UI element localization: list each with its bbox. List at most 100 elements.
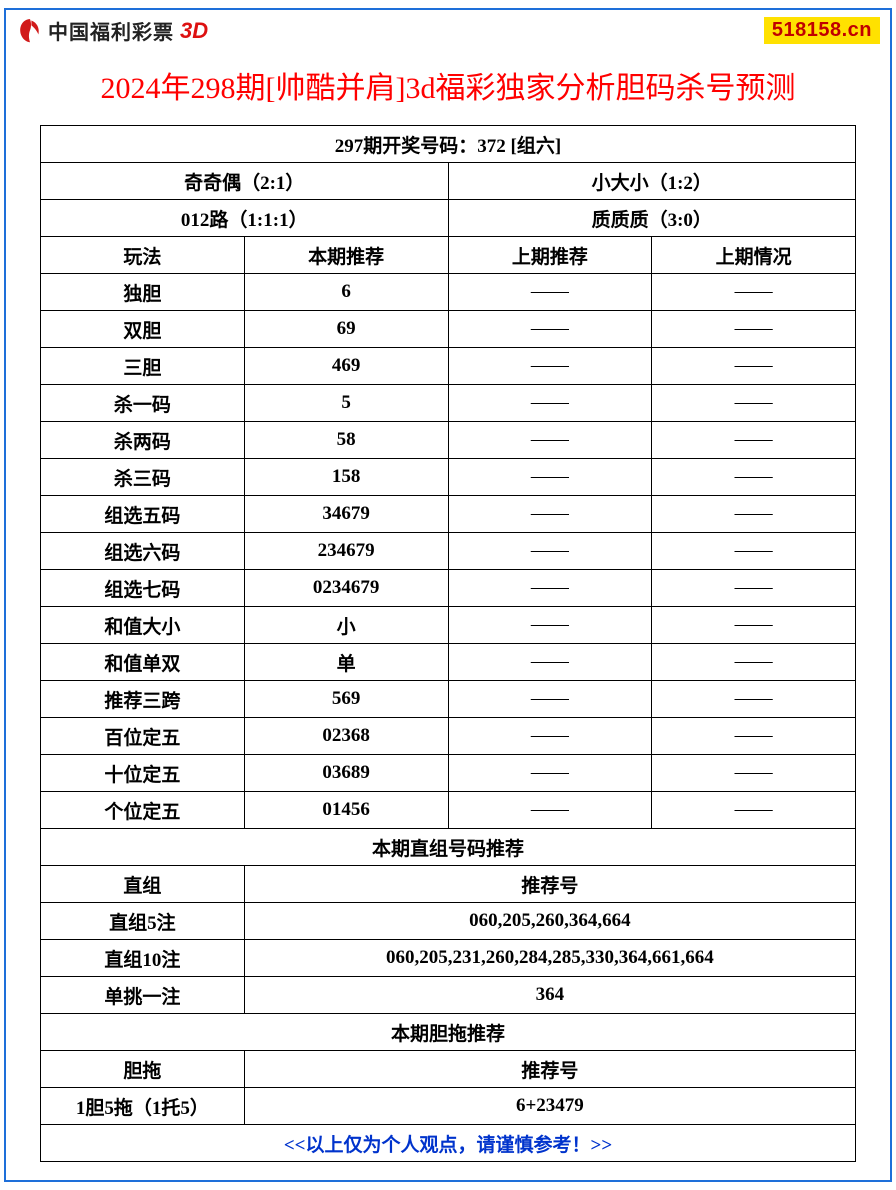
site-badge: 518158.cn <box>764 17 880 44</box>
prev-rec: —— <box>448 681 652 718</box>
prev-result: —— <box>652 348 856 385</box>
prev-result: —— <box>652 274 856 311</box>
table-row: 推荐三跨569———— <box>41 681 856 718</box>
play-name: 独胆 <box>41 274 245 311</box>
col-header-3: 上期情况 <box>652 237 856 274</box>
play-name: 杀三码 <box>41 459 245 496</box>
disclaimer: <<以上仅为个人观点，请谨慎参考！>> <box>41 1125 856 1162</box>
table-row: 012路（1:1:1）质质质（3:0） <box>41 200 856 237</box>
play-name: 组选六码 <box>41 533 245 570</box>
current-rec: 569 <box>244 681 448 718</box>
prev-rec: —— <box>448 644 652 681</box>
play-name: 组选七码 <box>41 570 245 607</box>
zhizu-header-right: 推荐号 <box>244 866 855 903</box>
header-bar: 中国福利彩票 3D 518158.cn <box>6 10 890 47</box>
prediction-table: 297期开奖号码：372 [组六]奇奇偶（2:1）小大小（1:2）012路（1:… <box>40 125 856 1162</box>
current-rec: 58 <box>244 422 448 459</box>
current-rec: 469 <box>244 348 448 385</box>
play-name: 百位定五 <box>41 718 245 755</box>
prev-result: —— <box>652 459 856 496</box>
prev-rec: —— <box>448 755 652 792</box>
col-header-0: 玩法 <box>41 237 245 274</box>
prev-result: —— <box>652 496 856 533</box>
col-header-2: 上期推荐 <box>448 237 652 274</box>
current-rec: 158 <box>244 459 448 496</box>
table-row: 和值大小小———— <box>41 607 856 644</box>
prev-rec: —— <box>448 385 652 422</box>
current-rec: 34679 <box>244 496 448 533</box>
current-rec: 5 <box>244 385 448 422</box>
zhizu-value: 060,205,231,260,284,285,330,364,661,664 <box>244 940 855 977</box>
prev-rec: —— <box>448 570 652 607</box>
zhizu-value: 364 <box>244 977 855 1014</box>
prev-rec: —— <box>448 533 652 570</box>
prev-result: —— <box>652 385 856 422</box>
prev-result: —— <box>652 718 856 755</box>
play-name: 杀一码 <box>41 385 245 422</box>
result-line: 297期开奖号码：372 [组六] <box>41 126 856 163</box>
zhizu-section-title: 本期直组号码推荐 <box>41 829 856 866</box>
table-row: 杀三码158———— <box>41 459 856 496</box>
table-row: 杀一码5———— <box>41 385 856 422</box>
table-row: 独胆6———— <box>41 274 856 311</box>
current-rec: 0234679 <box>244 570 448 607</box>
play-name: 组选五码 <box>41 496 245 533</box>
table-row: 和值单双单———— <box>41 644 856 681</box>
dantuo-header-left: 胆拖 <box>41 1051 245 1088</box>
play-name: 个位定五 <box>41 792 245 829</box>
current-rec: 小 <box>244 607 448 644</box>
table-container: 297期开奖号码：372 [组六]奇奇偶（2:1）小大小（1:2）012路（1:… <box>6 125 890 1162</box>
table-row: 玩法本期推荐上期推荐上期情况 <box>41 237 856 274</box>
current-rec: 单 <box>244 644 448 681</box>
page-title: 2024年298期[帅酷并肩]3d福彩独家分析胆码杀号预测 <box>6 47 890 125</box>
table-row: 双胆69———— <box>41 311 856 348</box>
dantuo-section-title: 本期胆拖推荐 <box>41 1014 856 1051</box>
play-name: 和值单双 <box>41 644 245 681</box>
zhizu-label: 单挑一注 <box>41 977 245 1014</box>
table-row: 1胆5拖（1托5）6+23479 <box>41 1088 856 1125</box>
current-rec: 03689 <box>244 755 448 792</box>
prev-rec: —— <box>448 792 652 829</box>
prev-result: —— <box>652 792 856 829</box>
lottery-logo-icon <box>16 17 44 45</box>
page-frame: 中国福利彩票 3D 518158.cn 2024年298期[帅酷并肩]3d福彩独… <box>4 8 892 1182</box>
attr-right: 小大小（1:2） <box>448 163 856 200</box>
prev-result: —— <box>652 755 856 792</box>
table-row: 直组推荐号 <box>41 866 856 903</box>
zhizu-label: 直组5注 <box>41 903 245 940</box>
prev-result: —— <box>652 422 856 459</box>
prev-result: —— <box>652 570 856 607</box>
play-name: 三胆 <box>41 348 245 385</box>
prev-rec: —— <box>448 718 652 755</box>
logo-3d-suffix: 3D <box>180 18 208 44</box>
table-row: <<以上仅为个人观点，请谨慎参考！>> <box>41 1125 856 1162</box>
prev-rec: —— <box>448 274 652 311</box>
current-rec: 69 <box>244 311 448 348</box>
prev-rec: —— <box>448 348 652 385</box>
table-row: 奇奇偶（2:1）小大小（1:2） <box>41 163 856 200</box>
dantuo-value: 6+23479 <box>244 1088 855 1125</box>
dantuo-header-right: 推荐号 <box>244 1051 855 1088</box>
prev-result: —— <box>652 644 856 681</box>
dantuo-label: 1胆5拖（1托5） <box>41 1088 245 1125</box>
table-row: 直组10注060,205,231,260,284,285,330,364,661… <box>41 940 856 977</box>
play-name: 推荐三跨 <box>41 681 245 718</box>
table-row: 组选五码34679———— <box>41 496 856 533</box>
table-row: 胆拖推荐号 <box>41 1051 856 1088</box>
prev-result: —— <box>652 681 856 718</box>
current-rec: 02368 <box>244 718 448 755</box>
prev-result: —— <box>652 533 856 570</box>
table-row: 本期直组号码推荐 <box>41 829 856 866</box>
zhizu-value: 060,205,260,364,664 <box>244 903 855 940</box>
prev-result: —— <box>652 607 856 644</box>
zhizu-label: 直组10注 <box>41 940 245 977</box>
play-name: 和值大小 <box>41 607 245 644</box>
play-name: 杀两码 <box>41 422 245 459</box>
prev-rec: —— <box>448 422 652 459</box>
current-rec: 6 <box>244 274 448 311</box>
table-row: 个位定五01456———— <box>41 792 856 829</box>
table-row: 组选七码0234679———— <box>41 570 856 607</box>
table-row: 组选六码234679———— <box>41 533 856 570</box>
attr-right: 质质质（3:0） <box>448 200 856 237</box>
play-name: 十位定五 <box>41 755 245 792</box>
